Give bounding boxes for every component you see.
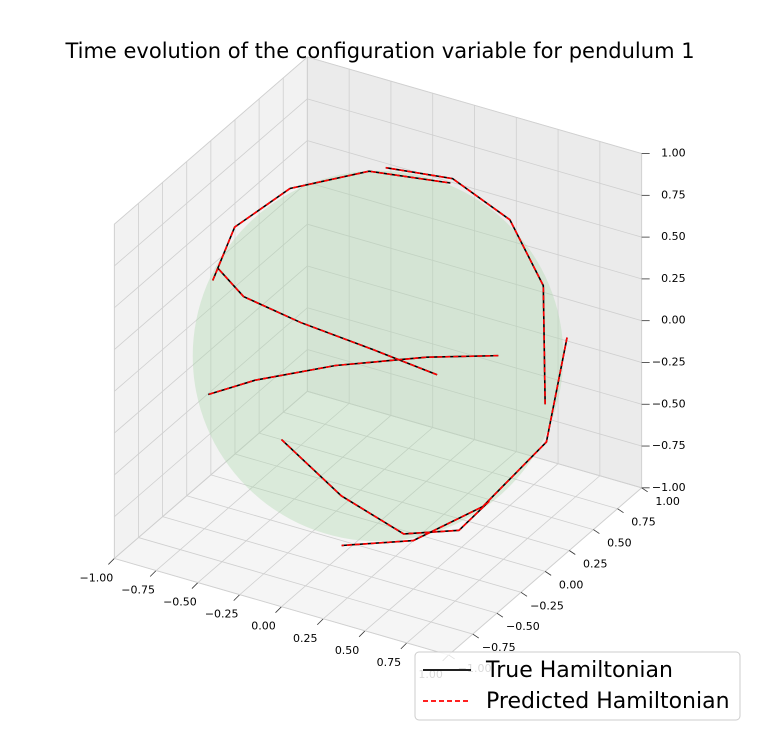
tick-mark [400, 642, 408, 650]
tick-mark [149, 570, 157, 577]
tick-mark [569, 550, 576, 555]
x-tick-label: 0.50 [335, 644, 360, 657]
grid-line [259, 432, 594, 530]
x-tick-label: −0.75 [121, 584, 155, 597]
grid-line [114, 391, 308, 559]
tick-mark [317, 618, 324, 626]
y-tick-label: −0.50 [506, 620, 540, 633]
z-tick-label: 0.50 [661, 230, 686, 243]
grid-line [114, 140, 308, 309]
legend-label: Predicted Hamiltonian [486, 689, 730, 714]
x-tick-label: −0.25 [205, 608, 239, 621]
tick-mark [520, 591, 528, 597]
y-tick-label: −0.75 [482, 641, 516, 654]
trajectory [216, 267, 438, 376]
legend-box [414, 651, 741, 721]
grid-line [307, 140, 642, 238]
grid-line [114, 56, 308, 225]
grid-line [307, 56, 642, 154]
grid-line [114, 182, 308, 350]
tick-mark [275, 606, 282, 613]
grid-line [307, 98, 642, 196]
grid-line [307, 390, 642, 489]
grid-line [114, 265, 308, 434]
y-tick-label: −0.25 [530, 599, 564, 612]
tick-mark [472, 633, 479, 639]
sphere-surface [192, 170, 564, 542]
y-tick-label: 0.75 [631, 516, 656, 529]
z-tick-label: −1.00 [652, 481, 686, 494]
z-tick-label: −0.75 [652, 439, 686, 452]
tick-mark [108, 558, 115, 565]
trajectory [341, 337, 568, 547]
legend: True Hamiltonian Predicted Hamiltonian [414, 651, 741, 721]
chart-title: Time evolution of the configuration vari… [64, 39, 694, 63]
grid-line [114, 307, 308, 476]
z-tick-label: 0.00 [661, 314, 686, 327]
z-tick-label: −0.50 [652, 397, 686, 410]
y-tick-label: 0.25 [583, 557, 608, 570]
z-tick-label: 0.75 [661, 188, 686, 201]
x-tick-label: −1.00 [80, 571, 114, 584]
x-tick-label: 0.00 [251, 620, 276, 633]
grid-line [210, 474, 546, 572]
z-tick-label: −0.25 [652, 355, 686, 368]
z-tick-label: 1.00 [661, 147, 686, 160]
grid-line [162, 516, 497, 614]
grid-line [307, 223, 642, 322]
trajectory [280, 438, 490, 535]
grid-line [234, 453, 570, 551]
grid-line [138, 537, 473, 635]
tick-mark [496, 612, 504, 618]
trajectory [208, 354, 499, 396]
grid-line [307, 265, 642, 363]
y-tick-label: 0.50 [607, 537, 632, 550]
x-tick-label: 0.75 [377, 656, 402, 669]
grid-line [114, 558, 449, 656]
tick-mark [233, 594, 240, 601]
legend-label: True Hamiltonian [485, 658, 673, 683]
tick-mark [593, 529, 600, 534]
grid-line [283, 411, 618, 510]
y-tick-label: 0.00 [559, 578, 584, 591]
x-tick-label: 0.25 [293, 632, 318, 645]
grid-line [114, 349, 308, 517]
trajectory [212, 170, 451, 281]
tick-mark [544, 571, 552, 576]
grid-line [307, 182, 642, 280]
trajectory [385, 166, 546, 405]
plot-area: −1.00 −0.75 −0.50 −0.25 0.00 0.25 0.50 0.75 1.00… [80, 55, 686, 681]
tick-mark [641, 487, 648, 493]
tick-mark [358, 630, 366, 638]
x-tick-label: −0.50 [163, 596, 197, 609]
tick-mark [617, 508, 624, 514]
grid-line [114, 98, 308, 267]
z-tick-label: 0.25 [661, 272, 686, 285]
tick-mark [191, 582, 199, 589]
grid-line [307, 349, 642, 447]
grid-line [114, 223, 308, 392]
y-tick-label: 1.00 [655, 495, 680, 508]
